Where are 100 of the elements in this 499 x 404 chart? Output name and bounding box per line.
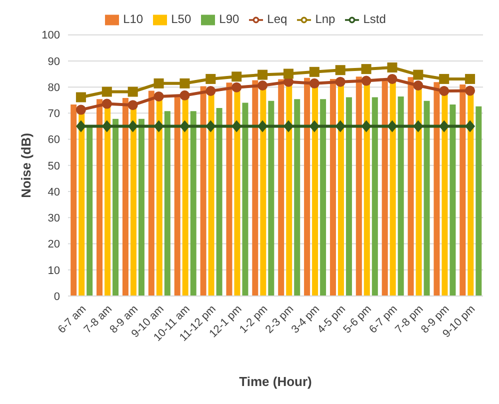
bar xyxy=(416,88,422,296)
bar xyxy=(156,100,162,296)
bar xyxy=(338,84,344,296)
bar xyxy=(216,108,222,296)
y-tick-label: 0 xyxy=(54,290,60,303)
bar xyxy=(130,108,136,296)
bar xyxy=(200,86,206,296)
point xyxy=(128,100,138,110)
bar xyxy=(164,111,170,296)
bar xyxy=(450,104,456,296)
point xyxy=(309,78,320,88)
point xyxy=(180,120,190,132)
bar xyxy=(268,100,274,296)
legend-label: L50 xyxy=(171,12,192,26)
point xyxy=(232,72,242,82)
point xyxy=(180,90,190,100)
point xyxy=(128,86,138,97)
bar xyxy=(234,90,240,296)
x-axis-title: Time (Hour) xyxy=(239,374,312,389)
point xyxy=(102,86,112,97)
point xyxy=(465,86,476,96)
bar xyxy=(390,82,396,296)
point xyxy=(439,86,450,96)
point xyxy=(258,80,268,90)
bar xyxy=(148,90,154,296)
point xyxy=(335,120,346,132)
point xyxy=(76,92,86,102)
point xyxy=(309,120,320,132)
point xyxy=(413,70,424,80)
point xyxy=(335,76,346,87)
point xyxy=(258,70,268,80)
point xyxy=(309,66,320,77)
y-tick-label: 60 xyxy=(48,134,60,146)
bar xyxy=(294,99,300,296)
point xyxy=(387,120,398,132)
point xyxy=(361,76,372,86)
point xyxy=(232,82,242,92)
point xyxy=(76,104,86,115)
bar xyxy=(226,82,232,296)
legend-label: Leq xyxy=(267,12,288,26)
point xyxy=(232,120,242,132)
point xyxy=(206,86,216,96)
bar xyxy=(304,78,310,296)
bar xyxy=(346,97,352,296)
point xyxy=(335,65,346,76)
point xyxy=(361,64,372,74)
point xyxy=(387,62,398,72)
y-tick-label: 80 xyxy=(48,82,60,94)
bar xyxy=(424,100,430,296)
point xyxy=(154,91,164,102)
bar xyxy=(286,84,292,296)
bar xyxy=(96,99,103,296)
point xyxy=(154,120,164,132)
y-axis-title: Noise (dB) xyxy=(18,132,34,198)
bar xyxy=(86,126,93,296)
y-tick-label: 70 xyxy=(48,108,60,120)
bar xyxy=(190,111,196,296)
bar xyxy=(70,104,77,296)
bar xyxy=(252,80,258,296)
y-tick-label: 40 xyxy=(48,186,60,198)
bar xyxy=(122,98,128,296)
bar xyxy=(278,79,284,296)
bar xyxy=(104,106,111,296)
legend-label: Lnp xyxy=(315,12,336,26)
bar xyxy=(372,97,378,296)
y-tick-label: 20 xyxy=(48,238,60,251)
y-tick-label: 10 xyxy=(48,264,60,277)
point xyxy=(180,78,190,88)
point xyxy=(439,120,450,132)
point xyxy=(283,120,294,132)
bar xyxy=(398,96,404,296)
legend-label: L90 xyxy=(219,12,240,26)
bar xyxy=(260,88,266,296)
bar xyxy=(208,94,214,296)
bar xyxy=(460,84,466,296)
y-tick-label: 100 xyxy=(42,30,60,42)
point xyxy=(283,68,294,79)
bar xyxy=(468,94,474,296)
y-tick-label: 30 xyxy=(48,212,60,225)
point xyxy=(413,120,424,132)
point xyxy=(128,120,138,132)
bar xyxy=(112,118,119,296)
y-tick-label: 50 xyxy=(48,160,60,172)
point xyxy=(465,120,476,132)
bar xyxy=(442,94,448,296)
point xyxy=(206,120,216,132)
point xyxy=(258,120,268,132)
bar xyxy=(320,99,326,296)
bar xyxy=(312,86,318,296)
bar xyxy=(138,118,144,296)
y-tick-label: 90 xyxy=(48,56,60,68)
point xyxy=(439,74,450,84)
bar xyxy=(476,106,482,296)
point xyxy=(76,120,86,132)
point xyxy=(361,120,372,132)
bar xyxy=(174,96,180,296)
point xyxy=(206,74,216,84)
legend-label: Lstd xyxy=(363,12,386,26)
point xyxy=(465,74,476,84)
point xyxy=(413,80,424,90)
